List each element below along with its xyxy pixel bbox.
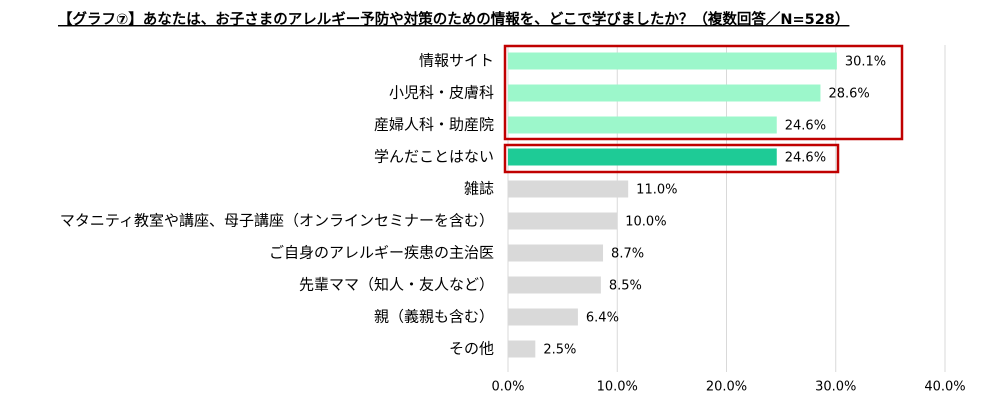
bar — [508, 116, 777, 134]
value-label: 10.0% — [625, 215, 666, 230]
bar — [508, 340, 536, 358]
bar — [508, 180, 629, 198]
value-label: 2.5% — [543, 343, 576, 358]
chart-title: 【グラフ⑦】あなたは、お子さまのアレルギー予防や対策のための情報を、どこで学びま… — [58, 10, 849, 28]
bar — [508, 148, 777, 166]
bar — [508, 308, 578, 326]
value-label: 8.7% — [611, 247, 644, 262]
value-label: 6.4% — [586, 311, 619, 326]
highlight-box — [503, 143, 840, 174]
value-label: 24.6% — [785, 151, 826, 166]
bar — [508, 244, 604, 262]
plot-area: 0.0% 10.0% 20.0% 30.0% 40.0% 情報サイト 30.1% 小児科・皮膚… — [60, 45, 966, 395]
y-tick-label: その他 — [449, 340, 494, 358]
value-label: 30.1% — [845, 55, 886, 70]
value-label: 11.0% — [636, 183, 677, 198]
y-tick-label: 情報サイト — [419, 52, 494, 70]
x-tick-label: 40.0% — [924, 380, 965, 395]
bar — [508, 84, 821, 102]
y-tick-label: 学んだことはない — [374, 148, 494, 166]
y-tick-label: 雑誌 — [464, 180, 494, 198]
y-tick-label: 産婦人科・助産院 — [374, 116, 494, 134]
value-label: 28.6% — [828, 87, 869, 102]
x-tick-label: 20.0% — [706, 380, 747, 395]
y-tick-label: 先輩ママ（知人・友人など） — [299, 276, 494, 294]
bar — [508, 276, 601, 294]
value-label: 8.5% — [609, 279, 642, 294]
y-tick-label: 親（義親も含む） — [374, 308, 494, 326]
x-tick-label: 10.0% — [597, 380, 638, 395]
x-tick-label: 30.0% — [815, 380, 856, 395]
bar — [508, 52, 837, 70]
highlight-box — [503, 44, 904, 141]
y-tick-label: 小児科・皮膚科 — [389, 84, 494, 102]
y-tick-label: ご自身のアレルギー疾患の主治医 — [269, 244, 494, 262]
value-label: 24.6% — [785, 119, 826, 134]
x-tick-label: 0.0% — [491, 380, 524, 395]
bar — [508, 212, 618, 230]
y-tick-label: マタニティ教室や講座、母子講座（オンラインセミナーを含む） — [60, 212, 494, 230]
